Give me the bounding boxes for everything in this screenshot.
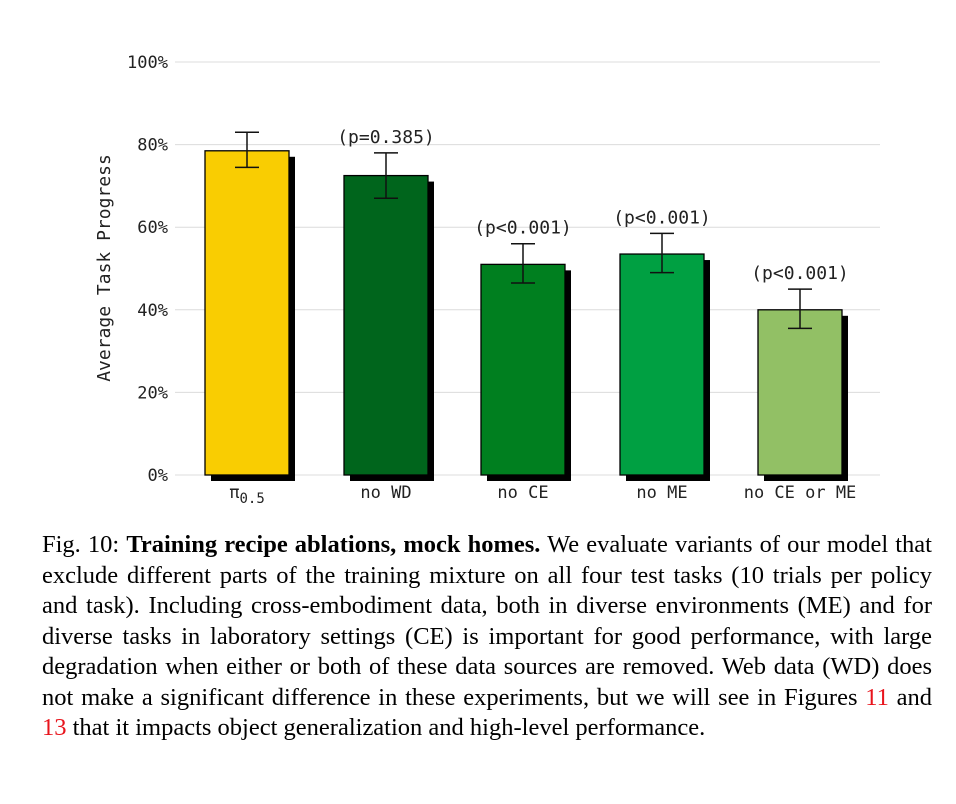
y-tick-label: 40%	[137, 301, 168, 321]
bar[interactable]	[343, 174, 429, 476]
figure-reference-11[interactable]: 11	[865, 683, 889, 711]
x-axis-ticks: π0.5 no WD no CE no ME no CE or ME	[229, 483, 856, 507]
y-tick-label: 100%	[127, 53, 168, 73]
x-tick-label-text: no CE or ME	[744, 483, 857, 503]
bar[interactable]	[480, 263, 566, 476]
y-tick-label: 60%	[137, 218, 168, 238]
p-value-annotation: (p<0.001)	[474, 218, 572, 239]
x-tick-label: no WD	[360, 483, 411, 503]
x-tick-label: no CE or ME	[744, 483, 857, 503]
bars: (p=0.385) (p<0.001) (p<0.001) (p<0.001)	[204, 127, 849, 482]
p-value-annotation: (p<0.001)	[613, 207, 711, 228]
y-axis-label: Average Task Progress	[94, 154, 115, 382]
caption-text-1: We evaluate variants of our model that e…	[42, 531, 932, 711]
x-tick-label: π0.5	[229, 483, 265, 507]
x-tick-label-text: no WD	[360, 483, 411, 503]
x-tick-label-text: no ME	[636, 483, 687, 503]
p-value-annotation: (p<0.001)	[751, 263, 849, 284]
y-tick-label: 0%	[148, 466, 168, 486]
y-tick-label: 80%	[137, 136, 168, 156]
caption-text-2: and	[888, 683, 932, 711]
bar[interactable]	[757, 309, 843, 476]
caption-title: Training recipe ablations, mock homes.	[126, 531, 541, 558]
bar[interactable]	[619, 253, 705, 476]
x-tick-label-text: π	[229, 483, 239, 503]
figure-caption: Fig. 10: Training recipe ablations, mock…	[42, 530, 932, 744]
bar[interactable]	[204, 150, 290, 476]
p-value-annotation: (p=0.385)	[337, 127, 435, 148]
x-tick-label-text: no CE	[497, 483, 548, 503]
y-tick-label: 20%	[137, 383, 168, 403]
x-tick-label: no ME	[636, 483, 687, 503]
figure-reference-13[interactable]: 13	[42, 714, 67, 741]
x-tick-label-subscript: 0.5	[239, 491, 264, 507]
x-tick-label: no CE	[497, 483, 548, 503]
caption-label: Fig. 10:	[42, 531, 127, 558]
y-axis-ticks: 0% 20% 40% 60% 80% 100%	[127, 53, 168, 486]
caption-text-3: that it impacts object generalization an…	[66, 714, 706, 741]
bar-chart: 0% 20% 40% 60% 80% 100% Average Task Progress…	[94, 53, 880, 507]
